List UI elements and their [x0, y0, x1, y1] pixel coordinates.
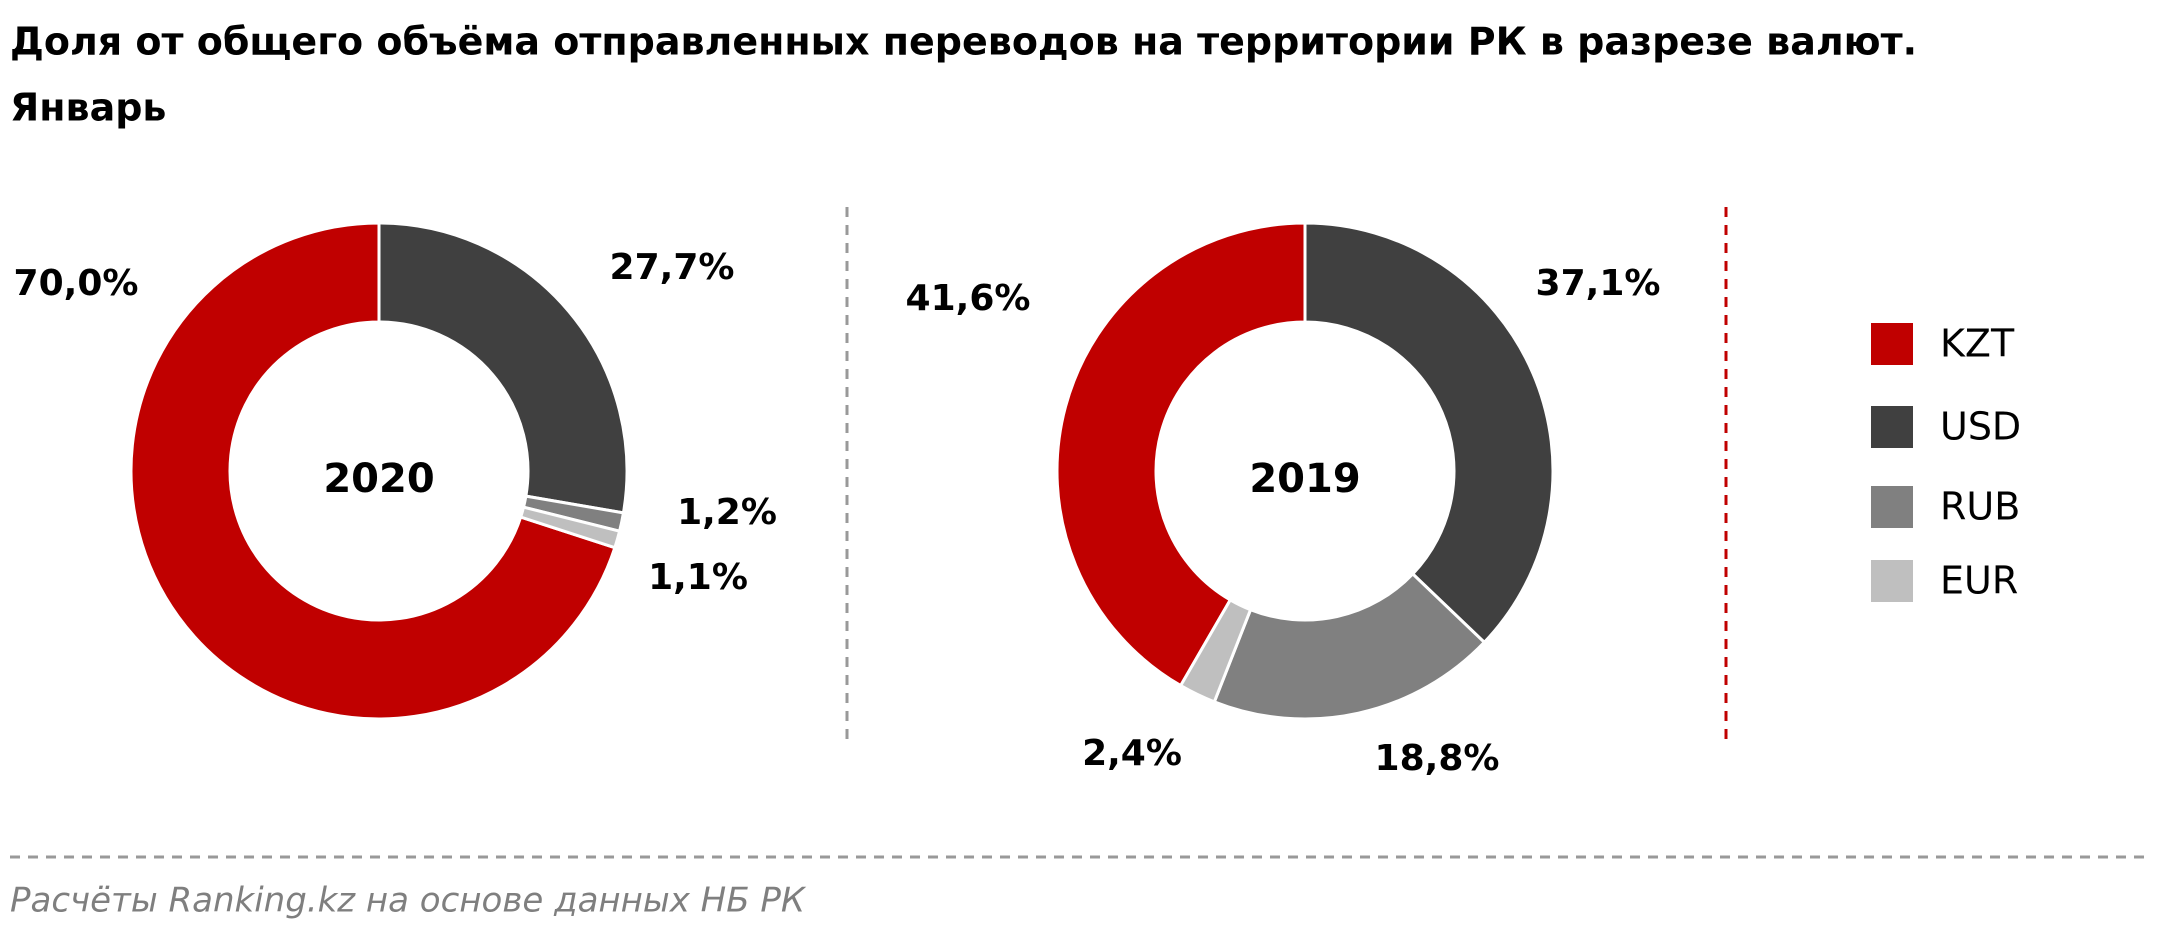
- center-label: 2019: [1249, 456, 1360, 502]
- data-label: 70,0%: [14, 263, 139, 304]
- donut-slice: [1178, 597, 1253, 704]
- donut-slice: [377, 221, 629, 515]
- donut-slice: [1303, 221, 1555, 645]
- legend-label: USD: [1940, 405, 2021, 449]
- data-label: 37,1%: [1536, 263, 1661, 304]
- data-label: 1,1%: [648, 557, 748, 598]
- data-label: 41,6%: [906, 278, 1031, 319]
- source: Расчёты Ranking.kz на основе данных НБ Р…: [10, 881, 807, 921]
- legend-swatch: [1871, 486, 1913, 528]
- donut-slice: [518, 505, 622, 550]
- legend-label: RUB: [1940, 485, 2020, 529]
- donut-slice: [1212, 571, 1487, 721]
- legend-swatch: [1871, 406, 1913, 448]
- title-line: Доля от общего объёма отправленных перев…: [10, 20, 1917, 64]
- legend-swatch: [1871, 323, 1913, 365]
- center-label: 2020: [323, 456, 434, 502]
- data-label: 27,7%: [610, 247, 735, 288]
- data-label: 1,2%: [677, 492, 777, 533]
- title-line: Январь: [10, 86, 166, 130]
- legend-label: KZT: [1940, 322, 2015, 366]
- data-label: 18,8%: [1375, 738, 1500, 779]
- legend-label: EUR: [1940, 559, 2018, 603]
- donut-slice: [129, 221, 617, 721]
- data-label: 2,4%: [1082, 733, 1182, 774]
- legend-swatch: [1871, 560, 1913, 602]
- donut-slice: [1055, 221, 1307, 688]
